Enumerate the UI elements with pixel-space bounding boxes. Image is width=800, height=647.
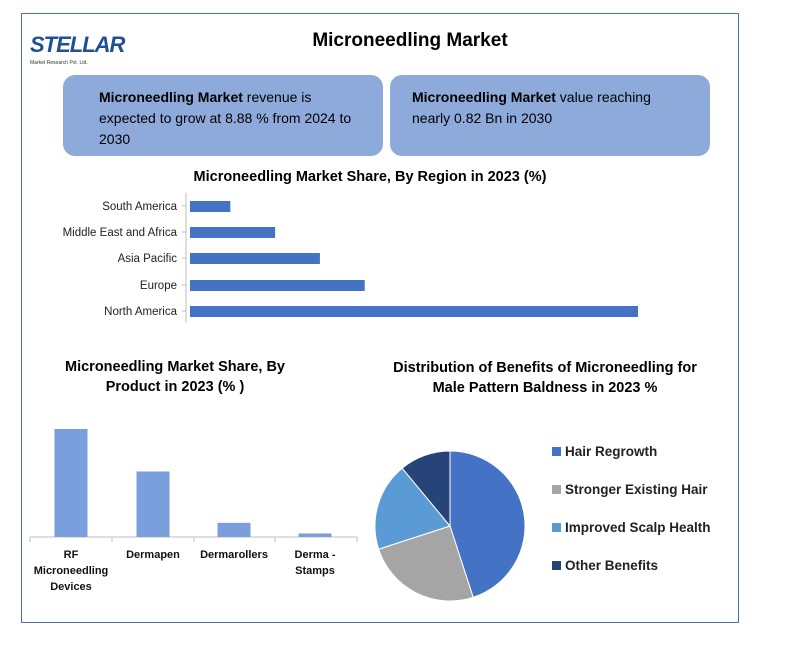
logo-text: STELLAR xyxy=(30,32,125,57)
callout-text: revenue is expected to grow at 8.88 % fr… xyxy=(99,89,352,147)
region-tick-label: Middle East and Africa xyxy=(63,227,178,239)
product-bar xyxy=(217,522,251,537)
legend-label: Improved Scalp Health xyxy=(565,520,711,535)
product-bar xyxy=(54,429,88,537)
product-bar xyxy=(298,533,332,537)
product-bar-chart: RF Microneedling Devices Dermapen Dermarolle… xyxy=(29,429,358,593)
page-title: Microneedling Market xyxy=(312,30,508,51)
pie-slice xyxy=(378,525,474,602)
pie-slice xyxy=(401,450,451,528)
region-tick-label: North America xyxy=(104,306,177,318)
product-tick-label: Dermarollers xyxy=(200,549,268,561)
stellar-logo: STELLAR Market Research Pvt. Ltd. xyxy=(30,28,130,72)
callout-bold-text: Microneedling Market xyxy=(412,89,556,105)
region-chart-title: Microneedling Market Share, By Region in… xyxy=(193,169,547,185)
product-chart-title: Microneedling Market Share, By Product i… xyxy=(65,359,285,395)
callout-bold-text: Microneedling Market xyxy=(99,89,243,105)
region-tick-label: Europe xyxy=(140,280,177,292)
logo-tagline: Market Research Pvt. Ltd. xyxy=(30,60,88,66)
callout-text: value reaching nearly 0.82 Bn in 2030 xyxy=(412,89,651,126)
product-tick-label: Dermapen xyxy=(126,549,180,561)
region-bar-chart: South America Middle East and Africa Asia … xyxy=(63,193,638,323)
region-tick-label: South America xyxy=(102,201,177,213)
region-tick-label: Asia Pacific xyxy=(118,253,178,265)
product-bar xyxy=(136,471,170,537)
growth-callout: Microneedling Market revenue is expected… xyxy=(63,75,383,156)
infographic-frame xyxy=(21,13,739,623)
benefit-pie-chart: Hair Regrowth Stronger Existing Hair Impro… xyxy=(374,444,711,602)
region-bar xyxy=(190,306,638,317)
legend-swatch xyxy=(552,561,561,570)
product-tick-label: Derma -Stamps xyxy=(295,549,336,577)
benefit-chart-title: Distribution of Benefits of Microneedlin… xyxy=(393,360,697,396)
product-tick-label: RF Microneedling Devices xyxy=(34,549,109,593)
legend-label: Hair Regrowth xyxy=(565,444,657,459)
pie-slice xyxy=(374,467,451,550)
pie-slice xyxy=(449,450,526,598)
value-callout: Microneedling Market value reaching near… xyxy=(390,75,710,156)
legend-label: Other Benefits xyxy=(565,558,658,573)
legend-swatch xyxy=(552,523,561,532)
region-bar xyxy=(190,280,365,291)
region-bar xyxy=(190,253,320,264)
legend-swatch xyxy=(552,485,561,494)
region-bar xyxy=(190,201,231,212)
legend-swatch xyxy=(552,447,561,456)
region-bar xyxy=(190,227,276,238)
legend-label: Stronger Existing Hair xyxy=(565,482,708,497)
